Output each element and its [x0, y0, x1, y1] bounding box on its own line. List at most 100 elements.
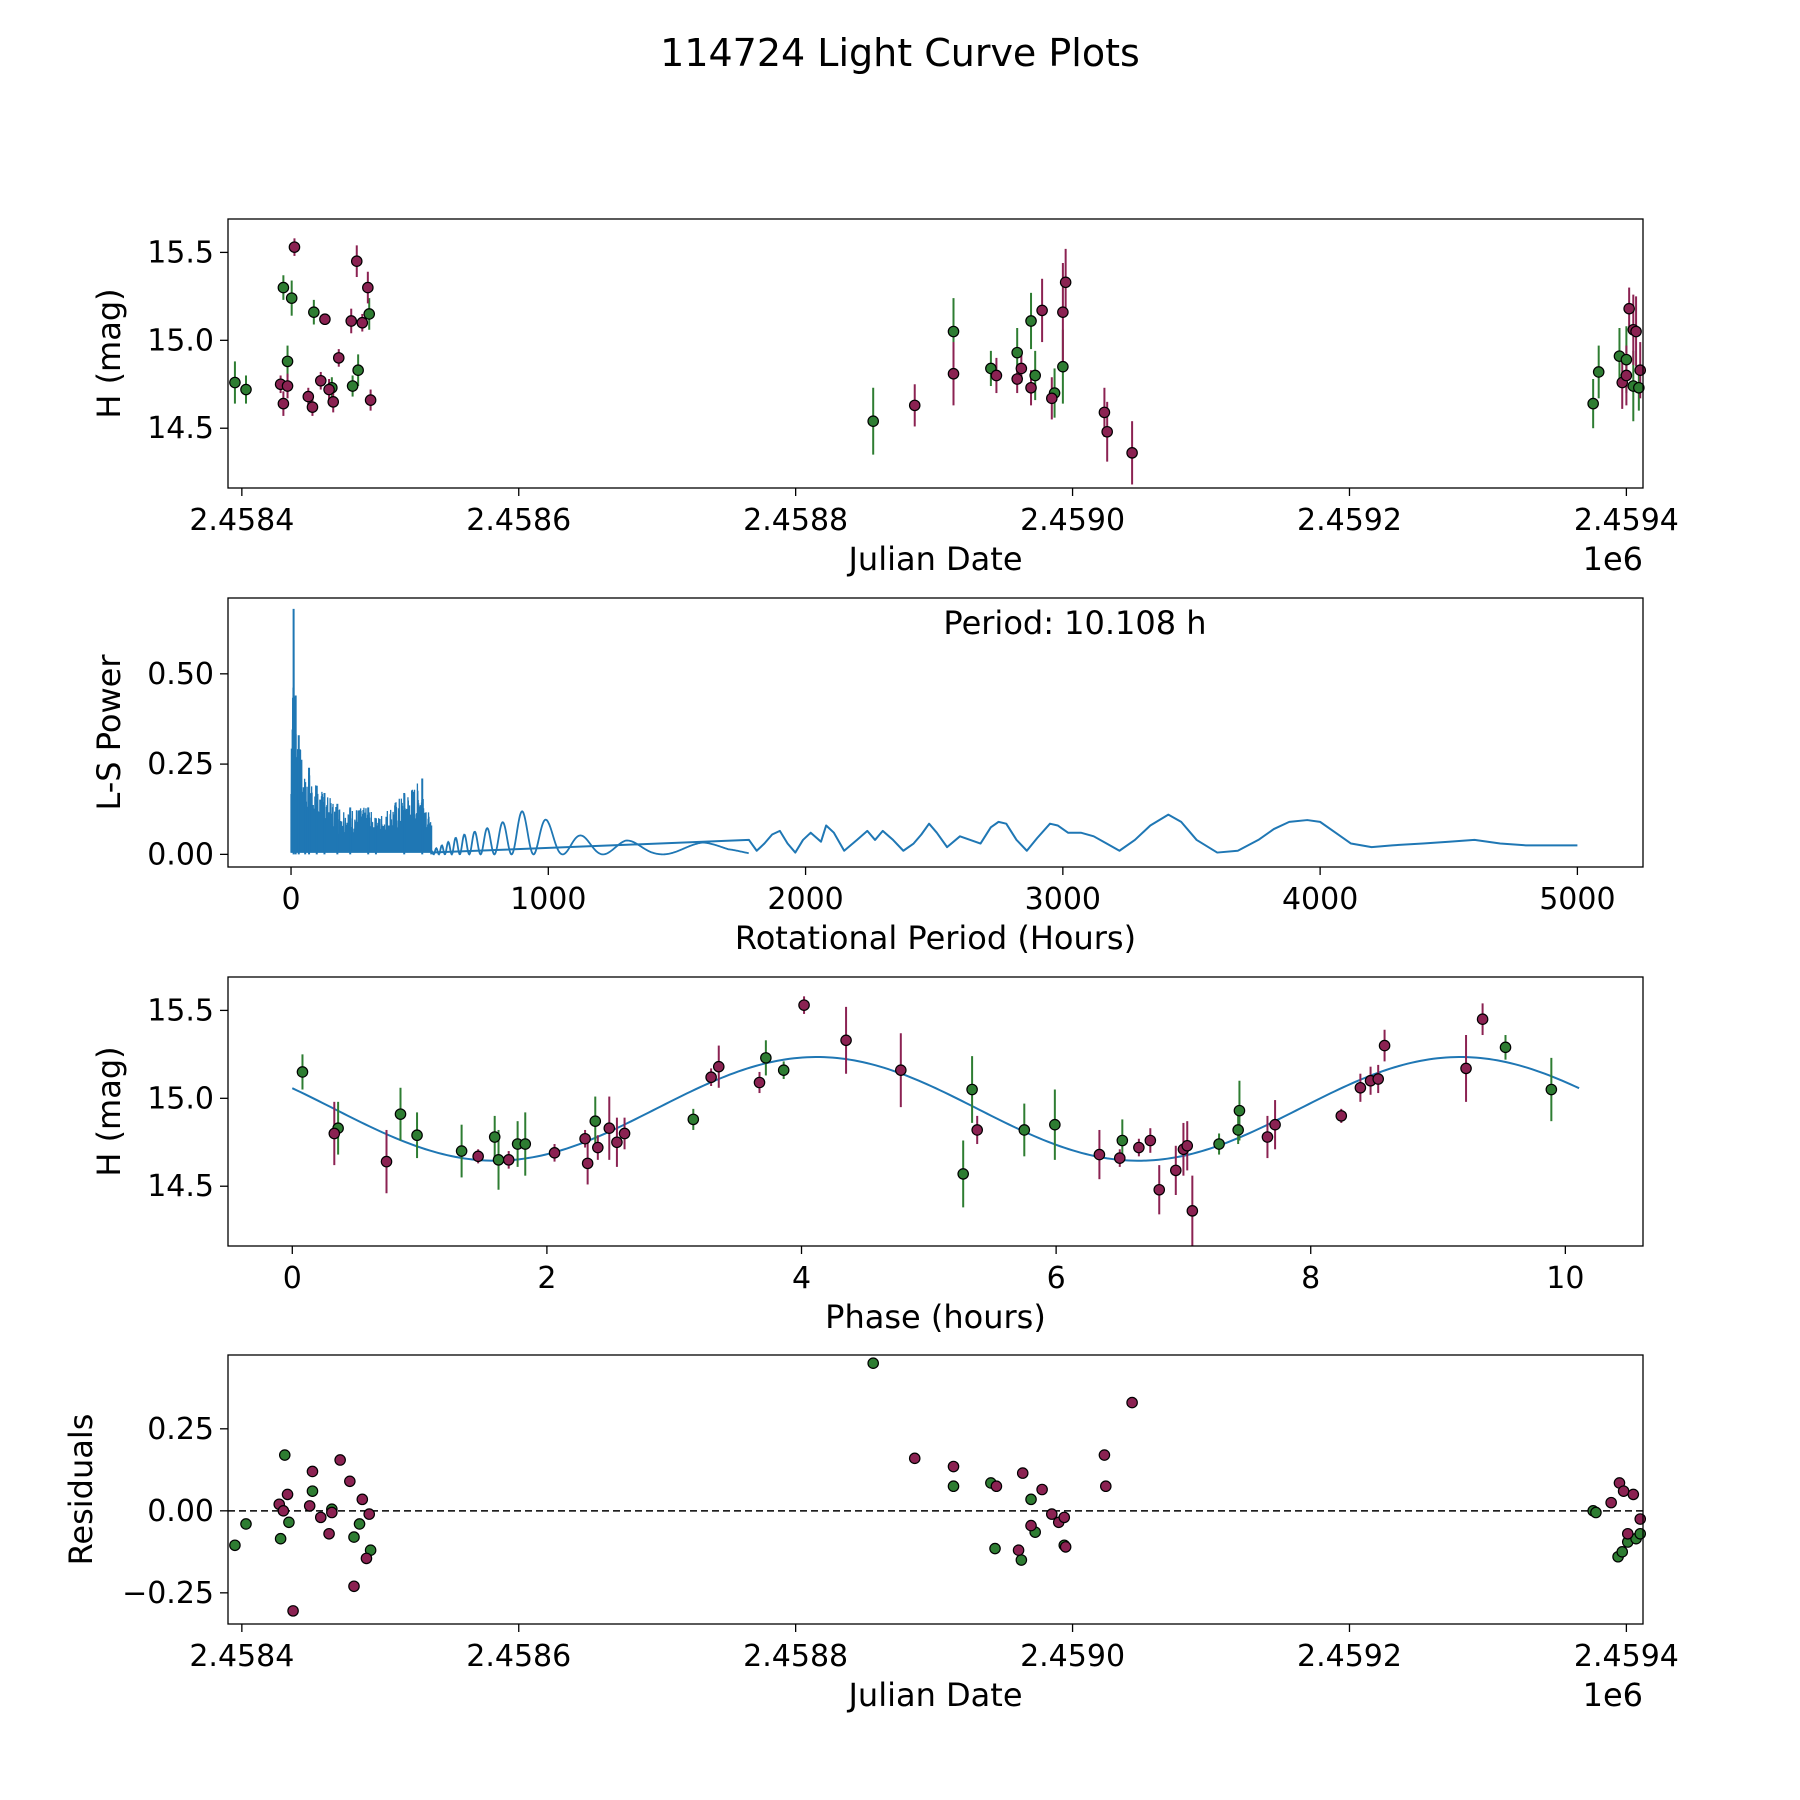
maroon-data-point [895, 1064, 907, 1076]
green-data-point [867, 1357, 879, 1370]
x-tick-label: 2.4594 [1574, 1639, 1679, 1674]
maroon-data-point [1099, 1480, 1112, 1493]
maroon-data-point [1186, 1205, 1199, 1217]
green-data-point [455, 1145, 468, 1157]
green-data-point [777, 1064, 790, 1076]
maroon-data-point [350, 255, 363, 267]
green-data-point [1057, 360, 1069, 373]
green-data-point [1587, 397, 1599, 410]
maroon-data-point [277, 1505, 290, 1517]
green-data-point [1545, 1083, 1558, 1096]
x-axis-label: Julian Date [846, 540, 1022, 578]
green-data-point [1049, 1118, 1061, 1131]
green-data-point [281, 355, 294, 368]
maroon-data-point [1046, 1508, 1058, 1520]
green-data-point [363, 308, 376, 320]
x-tick-label: 2.4588 [743, 503, 848, 538]
maroon-data-point [345, 315, 358, 327]
maroon-data-point [356, 316, 369, 329]
y-tick-label: 0.25 [147, 1412, 214, 1447]
x-tick-label: 4000 [1282, 882, 1358, 917]
maroon-data-point [1621, 1527, 1634, 1540]
green-data-point [277, 281, 290, 294]
green-data-point [285, 292, 298, 304]
maroon-data-point [323, 383, 335, 396]
maroon-data-point [908, 399, 921, 412]
y-tick-label: −0.25 [122, 1576, 214, 1611]
maroon-data-point [1634, 1513, 1647, 1525]
green-data-point [1232, 1124, 1244, 1136]
maroon-data-point [1378, 1039, 1391, 1052]
maroon-data-point [840, 1034, 852, 1047]
maroon-data-point [380, 1155, 393, 1168]
maroon-data-point [288, 241, 301, 253]
maroon-data-point [306, 1465, 319, 1478]
x-tick-label: 4 [792, 1261, 811, 1296]
maroon-data-point [1098, 1449, 1111, 1461]
maroon-data-point [1133, 1141, 1145, 1154]
periodogram-mid-region [430, 810, 749, 856]
green-data-point [989, 1542, 1001, 1555]
green-data-point [394, 1108, 407, 1120]
maroon-data-point [364, 394, 377, 406]
green-data-point [1616, 1546, 1629, 1558]
x-tick-label: 10 [1546, 1261, 1584, 1296]
green-data-point [283, 1516, 295, 1529]
maroon-data-point [472, 1150, 484, 1163]
panels: 2.4584 2.4586 2.4588 2.4590 2.4592 2.4594 14.5… [62, 218, 1679, 1714]
maroon-data-point [1059, 1541, 1072, 1553]
maroon-data-point [1025, 1519, 1037, 1532]
green-data-point [296, 1066, 309, 1078]
x-tick-label: 2.4592 [1297, 503, 1402, 538]
maroon-data-point [328, 1127, 341, 1140]
green-data-point [1592, 366, 1605, 378]
maroon-data-point [592, 1141, 604, 1154]
period-annotation: Period: 10.108 h [943, 604, 1206, 642]
periodogram-tail-line [431, 813, 1578, 854]
green-data-point [1213, 1138, 1225, 1150]
maroon-data-point [1058, 1511, 1071, 1524]
maroon-data-point [1269, 1118, 1281, 1131]
x-tick-label: 2.4592 [1297, 1639, 1402, 1674]
maroon-data-point [603, 1122, 616, 1135]
periodogram-noisy-region [290, 640, 432, 853]
maroon-data-point [1634, 364, 1647, 377]
x-tick-label: 2.4584 [189, 503, 294, 538]
y-tick-label: 14.5 [147, 1169, 214, 1204]
green-data-point [1025, 315, 1037, 327]
maroon-data-point [356, 1493, 369, 1506]
y-tick-label: 15.5 [147, 235, 214, 270]
x-offset-label: 1e6 [1583, 540, 1643, 578]
plot-area [228, 598, 1643, 867]
maroon-data-point [302, 390, 315, 403]
green-data-point [306, 1485, 319, 1497]
green-data-point [1634, 1527, 1647, 1540]
maroon-data-point [1059, 276, 1072, 289]
maroon-data-point [1605, 1496, 1617, 1509]
maroon-data-point [712, 1060, 725, 1073]
green-data-point [1015, 1554, 1028, 1566]
x-tick-label: 3000 [1025, 882, 1101, 917]
maroon-data-point [344, 1475, 356, 1488]
maroon-data-point [306, 401, 319, 413]
maroon-data-point [581, 1157, 594, 1170]
maroon-data-point [348, 1580, 360, 1593]
x-axis-label: Julian Date [846, 1676, 1022, 1714]
maroon-data-point [363, 1508, 376, 1520]
y-tick-label: 0.50 [147, 657, 214, 692]
maroon-data-point [990, 369, 1003, 382]
axes-frame [227, 976, 1644, 1247]
y-tick-label: 14.5 [147, 411, 214, 446]
maroon-data-point [971, 1124, 983, 1136]
x-tick-label: 2.4586 [466, 503, 571, 538]
y-axis-label: Residuals [62, 1414, 100, 1566]
plot-area [228, 1355, 1643, 1624]
maroon-data-point [303, 1500, 316, 1512]
maroon-data-point [1169, 1164, 1182, 1177]
maroon-data-point [908, 1452, 921, 1465]
x-tick-label: 2.4594 [1574, 503, 1679, 538]
green-data-point [348, 1531, 360, 1543]
maroon-data-point [1015, 362, 1028, 375]
x-tick-label: 2.4584 [189, 1639, 294, 1674]
y-tick-label: 0.00 [147, 1494, 214, 1529]
